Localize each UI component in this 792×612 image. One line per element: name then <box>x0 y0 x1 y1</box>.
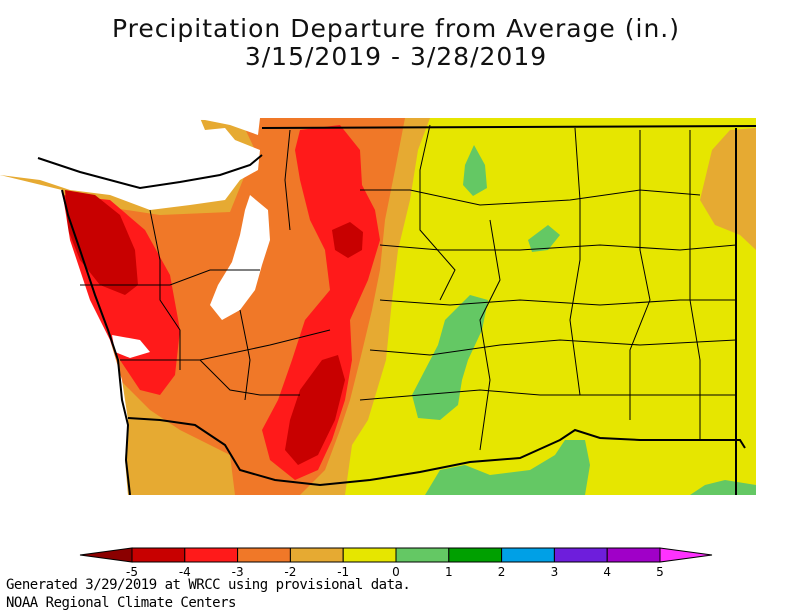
water-grays-harbor <box>112 335 150 358</box>
legend-tick-label: 5 <box>656 565 664 579</box>
strait-coastline <box>37 154 263 190</box>
legend-tick-label: -3 <box>232 565 244 579</box>
generated-note: Generated 3/29/2019 at WRCC using provis… <box>6 577 411 593</box>
legend-tick-label: 4 <box>603 565 611 579</box>
legend-tick-label: -2 <box>284 565 296 579</box>
field-green-columbia <box>528 225 560 252</box>
legend-ticks: -5 -4 -3 -2 -1 0 1 2 3 4 5 <box>126 565 664 579</box>
legend-swatch <box>184 547 239 563</box>
field-green-south <box>425 440 590 495</box>
field-green-basin <box>412 295 488 420</box>
legend-tick-label: 2 <box>498 565 506 579</box>
field-deep-red-cascades-s <box>285 355 345 465</box>
county-lines <box>80 124 737 451</box>
columbia-river-border <box>127 417 746 487</box>
legend-swatch <box>659 547 713 563</box>
legend-swatch <box>553 547 608 563</box>
legend-swatch <box>448 547 503 563</box>
legend-swatch <box>395 547 450 563</box>
legend-swatch <box>501 547 555 563</box>
legend-tick-label: 0 <box>392 565 400 579</box>
water-pacific <box>0 175 128 495</box>
legend-swatch <box>606 547 661 563</box>
water-strait <box>0 118 260 210</box>
map-title: Precipitation Departure from Average (in… <box>112 14 680 43</box>
legend-swatch <box>131 547 186 563</box>
field-light-orange-east <box>700 128 756 250</box>
field-green-se <box>690 480 756 495</box>
legend-tick-label: -4 <box>179 565 191 579</box>
field-red <box>262 125 380 480</box>
source-note: NOAA Regional Climate Centers <box>6 595 236 611</box>
water-puget-sound <box>210 195 270 320</box>
field-green-okanogan <box>463 145 487 196</box>
legend-swatch <box>237 547 291 563</box>
water-canada <box>0 118 260 135</box>
field-deep-red-cascades-n <box>332 222 363 258</box>
date-range: 3/15/2019 - 3/28/2019 <box>244 42 548 71</box>
legend-tick-label: 1 <box>445 565 453 579</box>
map-field <box>0 118 756 495</box>
field-deep-red-coast <box>65 190 138 295</box>
canada-border <box>261 125 756 129</box>
legend-tick-label: -1 <box>337 565 349 579</box>
legend-tick-label: -5 <box>126 565 138 579</box>
legend-swatch <box>342 547 397 563</box>
legend-swatch <box>79 547 133 563</box>
legend-tick-label: 3 <box>551 565 559 579</box>
olympic-coast <box>61 189 131 495</box>
legend-bar <box>79 547 713 563</box>
legend-swatch <box>289 547 344 563</box>
